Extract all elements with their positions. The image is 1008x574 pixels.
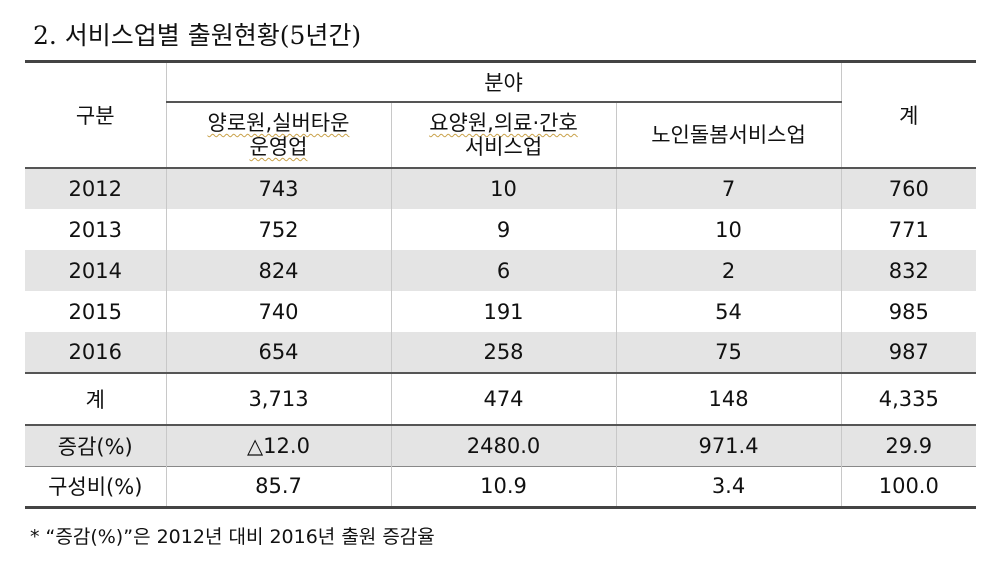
page-title: 2. 서비스업별 출원현황(5년간) [33, 21, 362, 50]
table-cell: 54 [615, 291, 842, 332]
table-cell: 832 [840, 250, 977, 291]
table-cell: 10.9 [390, 465, 616, 507]
header-col-elder-care: 노인돌봄서비스업 [615, 102, 842, 168]
table-cell: 29.9 [840, 424, 977, 466]
table-row-2016: 2016 654 258 75 987 [25, 332, 977, 373]
table-cell: 474 [390, 372, 616, 425]
table-cell: 987 [840, 332, 977, 373]
table-cell: 2480.0 [390, 424, 616, 466]
row-label: 2016 [25, 332, 166, 373]
table-cell: 7 [615, 167, 842, 209]
table-row-2013: 2013 752 9 10 771 [25, 209, 977, 250]
table-row-share: 구성비(%) 85.7 10.9 3.4 100.0 [25, 465, 977, 507]
table-row-change: 증감(%) △12.0 2480.0 971.4 29.9 [25, 424, 977, 466]
table-cell: 752 [165, 209, 391, 250]
table-cell: 3,713 [165, 372, 391, 425]
table-row-2012: 2012 743 10 7 760 [25, 167, 977, 209]
table-cell: 771 [840, 209, 977, 250]
row-label: 2014 [25, 250, 166, 291]
row-label: 증감(%) [25, 424, 166, 466]
table-cell: 2 [615, 250, 842, 291]
table-cell: 743 [165, 167, 391, 209]
table-cell: 9 [390, 209, 616, 250]
table-cell: 85.7 [165, 465, 391, 507]
header-total: 계 [840, 60, 977, 168]
table-cell: 6 [390, 250, 616, 291]
row-label: 2015 [68, 299, 122, 324]
header-col-3-line1: 노인돌봄서비스업 [651, 123, 806, 147]
table-row-total: 계 3,713 474 148 4,335 [25, 372, 977, 425]
table-cell: 191 [390, 291, 616, 332]
table-cell: 985 [840, 291, 977, 332]
header-col-2-line2: 서비스업 [464, 135, 543, 159]
table-cell: 3.4 [615, 465, 842, 507]
table-cell: 258 [390, 332, 616, 373]
footnote: * “증감(%)”은 2012년 대비 2016년 출원 증감율 [30, 526, 435, 548]
table-cell: 10 [615, 209, 842, 250]
table-cell: 148 [615, 372, 842, 425]
table-cell: 971.4 [615, 424, 842, 466]
table-row-2015: 2015 740 191 54 985 [25, 291, 977, 332]
header-category: 구분 [25, 60, 166, 168]
header-col-2-line1: 요양원,의료·간호 [429, 111, 578, 135]
row-label: 2012 [25, 167, 166, 209]
table-cell: 824 [165, 250, 391, 291]
table-cell: 100.0 [840, 465, 977, 507]
table-cell: 654 [165, 332, 391, 373]
table-cell: 740 [165, 291, 391, 332]
row-label: 구성비(%) [25, 465, 166, 507]
header-col-1-line2: 운영업 [249, 135, 308, 159]
table-row-2014: 2014 824 6 2 832 [25, 250, 977, 291]
row-label: 계 [25, 372, 166, 425]
header-col-care-service: 요양원,의료·간호 서비스업 [390, 102, 616, 168]
row-label: 2013 [68, 217, 122, 242]
header-col-nursing-home: 양로원,실버타운 운영업 [165, 102, 391, 168]
table-cell: 10 [390, 167, 616, 209]
table-cell: △12.0 [165, 424, 391, 466]
application-status-table: 구분 분야 계 양로원,실버타운 운영업 요양원,의료·간호 서비스업 노인돌봄… [25, 60, 977, 509]
table-cell: 75 [615, 332, 842, 373]
header-field-group: 분야 [165, 60, 842, 103]
header-col-1-line1: 양로원,실버타운 [207, 111, 350, 135]
table-cell: 4,335 [840, 372, 977, 425]
table-cell: 760 [840, 167, 977, 209]
